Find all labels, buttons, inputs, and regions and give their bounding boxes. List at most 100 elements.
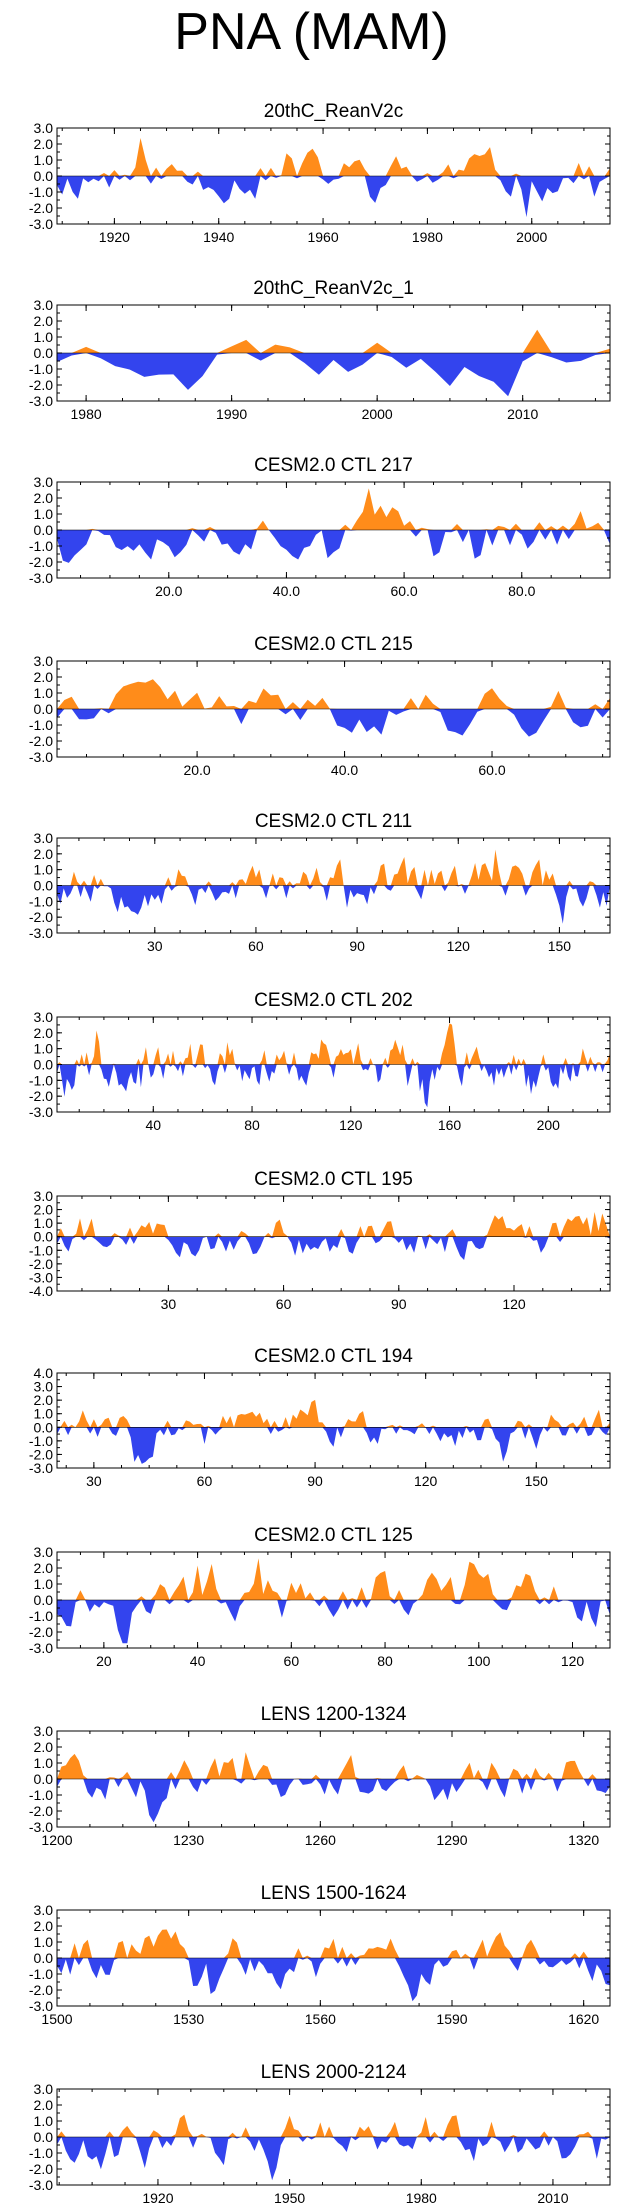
y-tick-label: 1.0: [34, 1755, 54, 1771]
panel-title: CESM2.0 CTL 215: [254, 634, 413, 655]
x-tick-label: 150: [525, 1473, 549, 1489]
y-tick-label: 2.0: [34, 490, 54, 506]
x-tick-label: 60: [276, 1296, 292, 1312]
x-tick-label: 40.0: [273, 583, 300, 599]
x-tick-label: 60: [248, 938, 264, 954]
y-tick-label: 3.0: [34, 653, 54, 669]
y-tick-label: 2.0: [34, 1739, 54, 1755]
y-tick-label: -2.0: [29, 1256, 53, 1272]
y-tick-label: 3.0: [34, 1902, 54, 1918]
y-tick-label: -3.0: [29, 570, 53, 586]
y-tick-label: 1.0: [34, 2113, 54, 2129]
panel-title: CESM2.0 CTL 211: [255, 811, 412, 832]
y-tick-label: -2.0: [29, 1624, 53, 1640]
negative-anomaly-area: [57, 353, 610, 397]
chart-panel: CESM2.0 CTL 125 3.02.01.00.0-1.0-2.0-3.0 2…: [29, 1525, 611, 1669]
y-tick-label: 4.0: [34, 1365, 54, 1381]
x-tick-label: 40: [190, 1653, 206, 1669]
x-tick-label: 1290: [436, 1832, 467, 1848]
panel-title: CESM2.0 CTL 194: [254, 1346, 413, 1367]
x-tick-label: 1980: [412, 229, 443, 245]
x-tick-label: 1920: [142, 2190, 173, 2206]
negative-anomaly-area: [57, 885, 610, 924]
y-tick-label: -1.0: [29, 893, 53, 909]
y-tick-label: -1.0: [29, 1787, 53, 1803]
x-tick-label: 40: [145, 1117, 161, 1133]
positive-anomaly-area: [57, 1929, 610, 1958]
y-tick-label: -3.0: [29, 1819, 53, 1835]
y-tick-label: -2.0: [29, 2161, 53, 2177]
y-tick-label: 0.0: [34, 1592, 54, 1608]
panel-title: 20thC_ReanV2c_1: [253, 278, 414, 299]
x-tick-label: 30: [86, 1473, 102, 1489]
positive-anomaly-area: [57, 2114, 610, 2137]
x-tick-label: 1260: [305, 1832, 336, 1848]
y-tick-label: 1.0: [34, 1041, 54, 1057]
negative-anomaly-area: [57, 1958, 610, 2002]
y-tick-label: -2.0: [29, 909, 53, 925]
y-tick-label: 3.0: [34, 1723, 54, 1739]
x-tick-label: 120: [561, 1653, 585, 1669]
positive-anomaly-area: [57, 138, 610, 176]
panel-title: CESM2.0 CTL 202: [254, 990, 413, 1011]
y-tick-label: 1.0: [34, 506, 54, 522]
chart-panel: CESM2.0 CTL 211 3.02.01.00.0-1.0-2.0-3.0 3…: [29, 811, 611, 954]
y-tick-label: -2.0: [29, 733, 53, 749]
panel-title: CESM2.0 CTL 195: [254, 1169, 413, 1190]
y-tick-label: -3.0: [29, 1998, 53, 2014]
x-tick-label: 200: [537, 1117, 561, 1133]
y-tick-label: 1.0: [34, 862, 54, 878]
x-tick-label: 1500: [41, 2011, 72, 2027]
positive-anomaly-area: [57, 679, 610, 709]
x-tick-label: 1960: [307, 229, 338, 245]
negative-anomaly-area: [57, 1064, 610, 1108]
x-tick-label: 1530: [173, 2011, 204, 2027]
y-tick-label: -2.0: [29, 1088, 53, 1104]
y-tick-label: -1.0: [29, 717, 53, 733]
y-tick-label: 1.0: [34, 1406, 54, 1422]
chart-panel: 20thC_ReanV2c_1 3.02.01.00.0-1.0-2.0-3.0 1…: [29, 278, 611, 422]
x-tick-label: 80.0: [508, 583, 535, 599]
y-tick-label: 2.0: [34, 313, 54, 329]
y-tick-label: 1.0: [34, 329, 54, 345]
x-tick-label: 80: [377, 1653, 393, 1669]
x-tick-label: 1980: [71, 406, 102, 422]
x-tick-label: 20: [96, 1653, 112, 1669]
positive-anomaly-area: [57, 1752, 610, 1779]
y-tick-label: 1.0: [34, 1576, 54, 1592]
panel-title: LENS 1500-1624: [261, 1883, 407, 1904]
y-tick-label: -1.0: [29, 361, 53, 377]
x-tick-label: 2000: [516, 229, 547, 245]
x-tick-label: 1940: [203, 229, 234, 245]
y-tick-label: 1.0: [34, 1934, 54, 1950]
chart-panel: LENS 1500-16243.02.01.00.0-1.0-2.0-3.015…: [29, 1883, 611, 2027]
negative-anomaly-area: [57, 1600, 610, 1644]
y-tick-label: 3.0: [34, 297, 54, 313]
y-tick-label: 0.0: [34, 345, 54, 361]
y-tick-label: -4.0: [29, 1283, 53, 1299]
y-tick-label: 0.0: [34, 168, 54, 184]
y-tick-label: 0.0: [34, 1057, 54, 1073]
y-tick-label: 2.0: [34, 1025, 54, 1041]
y-tick-label: 2.0: [34, 1560, 54, 1576]
x-tick-label: 1230: [173, 1832, 204, 1848]
positive-anomaly-area: [57, 488, 610, 530]
panel-title: CESM2.0 CTL 217: [254, 455, 413, 476]
y-tick-label: 0.0: [34, 1950, 54, 1966]
y-tick-label: -3.0: [29, 749, 53, 765]
x-tick-label: 30: [161, 1296, 177, 1312]
chart-panel: CESM2.0 CTL 202 3.02.01.00.0-1.0-2.0-3.0 4…: [29, 990, 611, 1133]
y-tick-label: -1.0: [29, 538, 53, 554]
x-tick-label: 20.0: [155, 583, 182, 599]
x-tick-label: 60.0: [478, 762, 505, 778]
x-tick-label: 1590: [436, 2011, 467, 2027]
y-tick-label: 3.0: [34, 830, 54, 846]
x-tick-label: 40.0: [331, 762, 358, 778]
panel-title: CESM2.0 CTL 125: [254, 1525, 413, 1546]
x-tick-label: 120: [502, 1296, 526, 1312]
chart-panel: CESM2.0 CTL 215 3.02.01.00.0-1.0-2.0-3.0 2…: [29, 634, 611, 778]
x-tick-label: 160: [438, 1117, 462, 1133]
x-tick-label: 2010: [537, 2190, 568, 2206]
y-tick-label: -2.0: [29, 554, 53, 570]
